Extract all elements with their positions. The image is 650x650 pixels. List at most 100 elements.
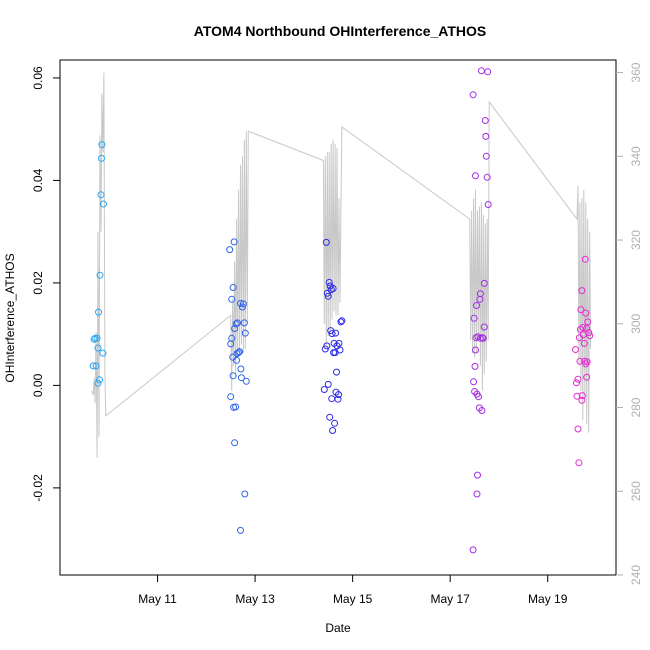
data-point [474, 471, 481, 479]
data-point [241, 329, 249, 337]
y2-tick-label: 320 [629, 230, 643, 250]
y2-tick-label: 280 [629, 397, 643, 417]
data-point [94, 379, 102, 387]
data-point [228, 295, 236, 303]
data-point [95, 308, 102, 316]
data-point [472, 172, 479, 180]
data-point [325, 278, 333, 286]
data-point [579, 324, 587, 331]
data-point [573, 379, 580, 387]
data-point [229, 284, 237, 291]
data-point [229, 372, 237, 380]
data-point [322, 238, 330, 246]
y2-tick-label: 360 [629, 62, 643, 82]
data-point [583, 358, 591, 366]
right-axis-trace-line [91, 72, 592, 458]
y-tick-label: -0.02 [31, 474, 45, 502]
data-point [470, 314, 478, 322]
data-point [237, 365, 245, 373]
data-point [99, 349, 107, 357]
data-point [482, 132, 490, 140]
data-point [237, 299, 244, 307]
data-point [475, 393, 482, 401]
data-point [473, 302, 480, 309]
data-point [484, 201, 492, 208]
x-tick-label: May 17 [430, 592, 470, 606]
data-point [242, 377, 250, 385]
data-point [228, 334, 236, 342]
data-point [324, 292, 332, 300]
data-point [323, 289, 331, 297]
data-point [232, 320, 240, 328]
data-point [94, 344, 102, 352]
data-point [336, 346, 344, 354]
data-point [93, 334, 101, 342]
y-tick-label: 0.00 [31, 373, 45, 397]
data-point [470, 378, 478, 386]
x-axis-label: Date [325, 621, 351, 635]
data-point [328, 330, 336, 338]
data-point [580, 339, 588, 347]
data-point [574, 375, 582, 383]
data-point [483, 173, 491, 181]
chart-title: ATOM4 Northbound OHInterference_ATHOS [194, 23, 486, 39]
x-tick-label: May 11 [138, 592, 177, 606]
data-point [90, 335, 98, 343]
data-point [235, 349, 242, 357]
data-point [98, 141, 106, 149]
y2-tick-label: 340 [629, 146, 643, 166]
data-point [98, 154, 105, 162]
data-point [230, 238, 238, 246]
data-point [227, 393, 235, 401]
data-point [574, 425, 582, 433]
data-point [324, 380, 332, 388]
data-point [97, 191, 105, 199]
data-point [573, 392, 581, 400]
data-point [482, 152, 490, 160]
data-point [96, 376, 103, 384]
y-tick-label: 0.06 [31, 66, 45, 90]
y-axis-label: OHInterference_ATHOS [3, 253, 17, 382]
data-point [326, 413, 334, 421]
data-point [238, 303, 246, 311]
data-point [582, 309, 590, 317]
data-point [575, 459, 583, 467]
data-point [578, 287, 586, 295]
data-point [334, 395, 342, 403]
y2-tick-label: 240 [629, 565, 643, 585]
data-point [583, 373, 591, 381]
data-point [476, 290, 484, 298]
data-point [89, 362, 97, 370]
data-point [585, 329, 593, 337]
data-point [237, 526, 244, 534]
data-point [329, 427, 337, 434]
data-point [473, 490, 481, 498]
data-point [236, 348, 243, 356]
y2-tick-label: 300 [629, 313, 643, 333]
y-tick-label: 0.02 [31, 271, 45, 295]
data-point [335, 339, 343, 347]
data-point [469, 546, 477, 554]
data-point [226, 246, 234, 254]
data-point [231, 325, 239, 332]
data-point [584, 318, 592, 326]
data-point [576, 357, 584, 365]
data-point [471, 362, 479, 370]
right-line-layer [91, 72, 592, 458]
data-point [234, 319, 241, 327]
data-point [239, 300, 247, 308]
data-point [99, 200, 107, 208]
data-point [96, 271, 104, 279]
data-point [328, 395, 336, 403]
data-point [481, 117, 489, 124]
data-point [240, 319, 248, 327]
data-point [578, 396, 586, 404]
data-point [583, 325, 591, 332]
data-point [480, 279, 488, 287]
data-point [577, 306, 585, 314]
data-point [479, 334, 487, 342]
data-point [480, 323, 488, 331]
data-point [581, 255, 589, 263]
data-point [241, 490, 249, 498]
